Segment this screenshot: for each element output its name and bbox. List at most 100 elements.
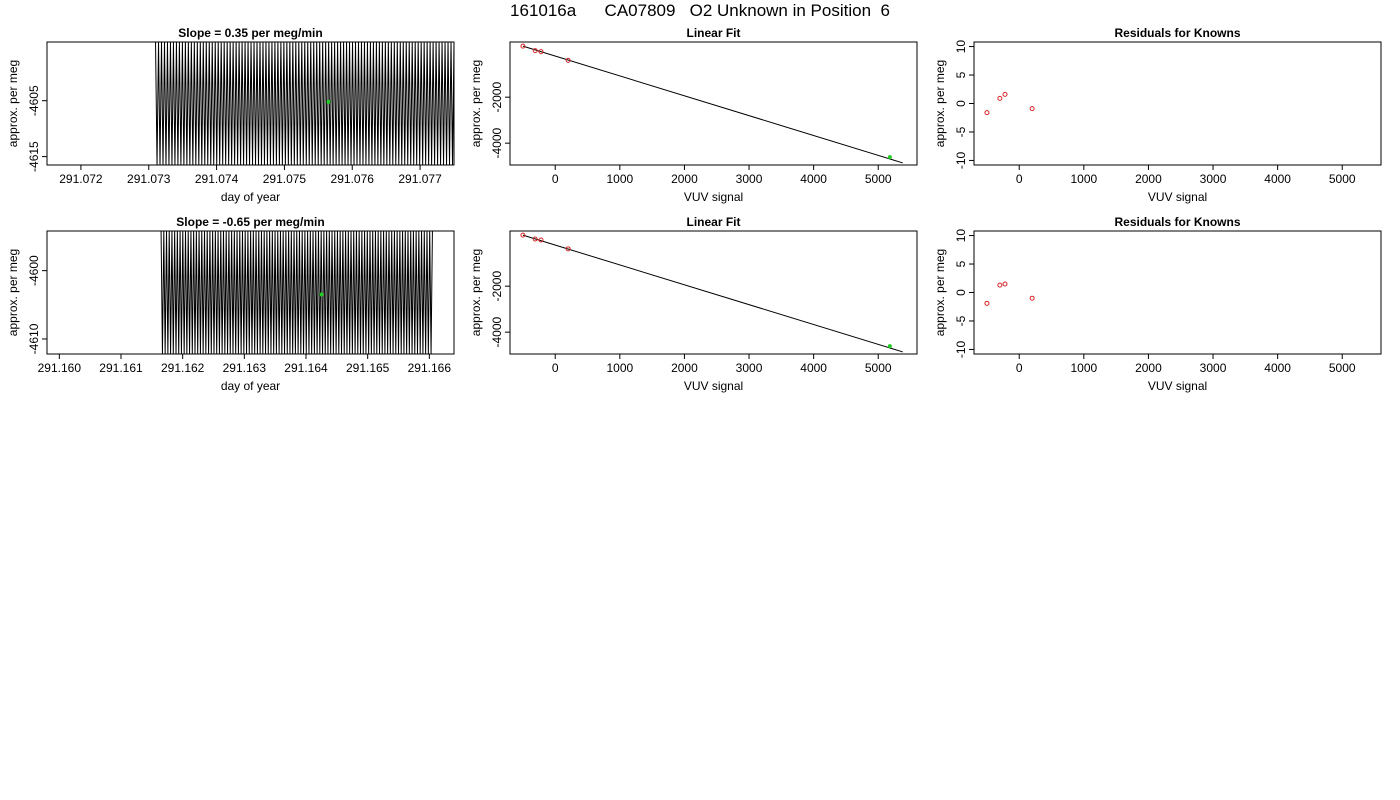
y-tick-label: -2000 (490, 82, 504, 113)
x-tick-label: 4000 (800, 361, 827, 375)
x-tick-label: 291.074 (195, 172, 239, 186)
y-tick-label: -4615 (27, 141, 41, 172)
panel-4: Slope = -0.65 per meg/min 291.160 291.161 2… (6, 215, 455, 393)
x-tick-label: 1000 (1070, 361, 1097, 375)
y-tick-label: 0 (954, 289, 968, 296)
y-axis-label: approx. per meg (933, 249, 947, 336)
x-tick-label: 3000 (736, 361, 763, 375)
y-axis-label: approx. per meg (6, 249, 20, 336)
known-point (538, 237, 544, 243)
y-tick-label: -4610 (27, 323, 41, 354)
panel-6: Residuals for Knowns 0 1000 2000 3000 4000 500… (933, 215, 1382, 393)
y-tick-label: -10 (954, 340, 968, 358)
y-tick-label: 10 (954, 40, 968, 54)
y-axis-label: approx. per meg (6, 60, 20, 147)
x-tick-label: 5000 (865, 361, 892, 375)
x-axis-label: VUV signal (1148, 190, 1207, 204)
y-tick-label: -4000 (490, 316, 504, 347)
plot-frame (46, 230, 455, 355)
unknown-point (887, 344, 892, 349)
plot-area (520, 43, 903, 164)
x-tick-label: 2000 (671, 172, 698, 186)
x-tick-label: 2000 (1135, 172, 1162, 186)
y-tick-label: -4605 (27, 85, 41, 116)
unknown-marker (326, 99, 331, 104)
known-point (532, 48, 538, 54)
known-point (984, 300, 990, 306)
panel-title: Residuals for Knowns (1114, 215, 1240, 229)
x-tick-label: 291.165 (346, 361, 390, 375)
x-tick-label: 291.075 (263, 172, 307, 186)
y-tick-label: -4600 (27, 255, 41, 286)
x-tick-label: 0 (1016, 172, 1023, 186)
page-title: 161016a CA07809 O2 Unknown in Position 6 (510, 1, 890, 20)
y-tick-label: -5 (954, 126, 968, 137)
plot-frame (46, 41, 455, 166)
plot-frame (973, 230, 1382, 355)
x-tick-label: 291.162 (161, 361, 205, 375)
x-tick-label: 291.164 (284, 361, 328, 375)
plot-area (160, 231, 433, 354)
x-tick-label: 291.076 (331, 172, 375, 186)
x-tick-label: 291.072 (59, 172, 103, 186)
x-tick-label: 1000 (1070, 172, 1097, 186)
known-point (1029, 295, 1035, 301)
x-tick-label: 4000 (1264, 172, 1291, 186)
x-tick-label: 291.163 (223, 361, 267, 375)
x-axis-label: VUV signal (1148, 379, 1207, 393)
x-axis-label: VUV signal (684, 379, 743, 393)
panel-3: Residuals for Knowns 0 1000 2000 3000 4000 500… (933, 26, 1382, 204)
x-tick-label: 291.160 (38, 361, 82, 375)
known-point (984, 110, 990, 116)
x-tick-label: 2000 (671, 361, 698, 375)
known-point (565, 246, 571, 252)
panel-title: Residuals for Knowns (1114, 26, 1240, 40)
fit-line (522, 234, 903, 353)
x-axis-label: day of year (221, 190, 280, 204)
y-tick-label: 0 (954, 100, 968, 107)
y-axis-label: approx. per meg (469, 249, 483, 336)
plot-frame (509, 230, 918, 355)
x-tick-label: 291.077 (398, 172, 442, 186)
x-tick-label: 5000 (865, 172, 892, 186)
plot-frame (509, 41, 918, 166)
panel-title: Slope = 0.35 per meg/min (178, 26, 322, 40)
x-tick-label: 0 (552, 361, 559, 375)
known-point (1002, 91, 1008, 97)
known-point (1002, 281, 1008, 287)
x-tick-label: 4000 (800, 172, 827, 186)
signal-trace (160, 231, 433, 354)
panel-5: Linear Fit 0 1000 2000 3000 4000 5000 -4000 -200… (469, 215, 918, 393)
signal-trace (155, 42, 454, 165)
x-tick-label: 3000 (1200, 361, 1227, 375)
y-axis-label: approx. per meg (469, 60, 483, 147)
x-tick-label: 1000 (606, 361, 633, 375)
panel-title: Linear Fit (686, 215, 740, 229)
known-point (997, 95, 1003, 101)
fit-line (522, 45, 903, 164)
plot-area (155, 42, 454, 165)
x-tick-label: 5000 (1329, 172, 1356, 186)
unknown-point (887, 155, 892, 160)
panel-title: Slope = -0.65 per meg/min (176, 215, 324, 229)
x-tick-label: 1000 (606, 172, 633, 186)
plot-area (984, 91, 1035, 116)
x-tick-label: 0 (1016, 361, 1023, 375)
y-axis-label: approx. per meg (933, 60, 947, 147)
x-tick-label: 0 (552, 172, 559, 186)
x-tick-label: 291.166 (408, 361, 452, 375)
x-tick-label: 5000 (1329, 361, 1356, 375)
y-tick-label: 10 (954, 229, 968, 243)
y-tick-label: -2000 (490, 271, 504, 302)
y-tick-label: -4000 (490, 127, 504, 158)
x-axis-label: VUV signal (684, 190, 743, 204)
y-tick-label: 5 (954, 260, 968, 267)
known-point (520, 232, 526, 238)
y-tick-label: -10 (954, 151, 968, 169)
y-tick-label: -5 (954, 315, 968, 326)
plot-area (520, 232, 903, 353)
known-point (997, 282, 1003, 288)
y-tick-label: 5 (954, 71, 968, 78)
panel-1: Slope = 0.35 per meg/min 291.072 291.073 29… (6, 26, 455, 204)
